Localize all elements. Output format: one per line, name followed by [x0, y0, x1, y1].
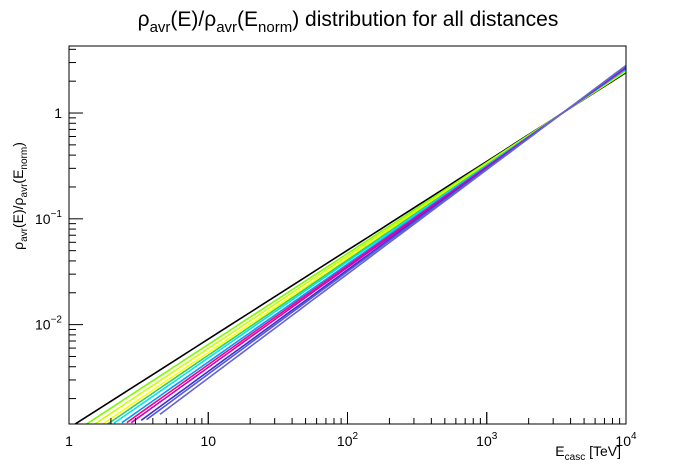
chart-title: ρavr(E)/ρavr(Enorm) distribution for all… [138, 8, 559, 36]
x-tick-label: 10 [200, 433, 216, 449]
x-tick-label: 104 [615, 431, 637, 449]
plot-area [73, 64, 626, 424]
x-tick-label: 1 [65, 433, 73, 449]
x-axis-label: Ecasc [TeV] [555, 443, 621, 463]
y-axis-label: ρavr(E)/ρavr(Enorm) [10, 142, 30, 250]
x-axis-tick-labels: 1 10 102 103 104 [65, 431, 637, 449]
x-axis-ticks [68, 412, 627, 424]
x-tick-label: 103 [476, 431, 498, 449]
y-tick-label: 10−2 [35, 315, 62, 333]
y-tick-label: 1 [54, 105, 62, 121]
series-layer [73, 64, 626, 424]
y-tick-label: 10−1 [35, 209, 62, 227]
x-tick-label: 102 [337, 431, 359, 449]
y-axis-ticks [69, 48, 83, 400]
series-line-12 [159, 64, 626, 415]
y-axis-tick-labels: 10−2 10−1 1 [35, 105, 62, 333]
